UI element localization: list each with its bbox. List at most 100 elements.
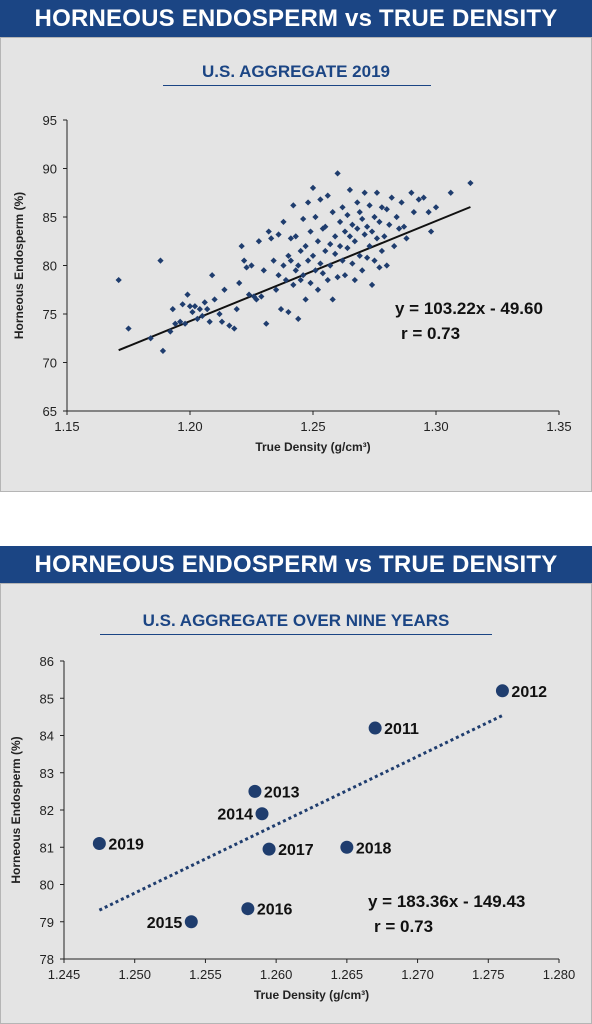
y-tick-label: 81 <box>40 840 54 855</box>
x-tick-label: 1.35 <box>546 419 571 434</box>
equation-label: y = 183.36x - 149.43 <box>368 892 525 911</box>
data-point <box>341 272 349 279</box>
data-point <box>312 267 319 274</box>
data-point <box>336 218 344 225</box>
data-point <box>295 262 302 269</box>
data-point-2011 <box>368 721 382 735</box>
data-label-2014: 2014 <box>217 807 253 824</box>
x-tick-label: 1.280 <box>543 967 576 982</box>
data-point-2019 <box>92 837 106 851</box>
trendline <box>98 714 504 912</box>
chart1-title-bar: HORNEOUS ENDOSPERM vs TRUE DENSITY <box>0 0 592 37</box>
data-point <box>277 306 285 313</box>
data-point <box>194 315 201 322</box>
y-tick-label: 80 <box>40 878 54 893</box>
data-point <box>280 262 287 269</box>
x-tick-label: 1.260 <box>260 967 293 982</box>
chart1-subtitle-underline <box>163 85 431 86</box>
r-value-label: r = 0.73 <box>374 917 433 936</box>
data-point-2018 <box>340 840 354 854</box>
chart1-subtitle: U.S. AGGREGATE 2019 <box>202 62 390 81</box>
data-point <box>334 274 341 281</box>
data-label-2015: 2015 <box>147 915 183 932</box>
data-point <box>366 242 373 250</box>
x-tick-label: 1.15 <box>54 419 79 434</box>
chart1-title: HORNEOUS ENDOSPERM vs TRUE DENSITY <box>34 4 558 32</box>
data-point <box>388 194 395 201</box>
data-point <box>285 252 292 259</box>
data-point <box>368 281 376 289</box>
y-tick-label: 79 <box>40 915 54 930</box>
data-point <box>258 293 265 300</box>
data-point <box>361 231 368 238</box>
y-tick-label: 65 <box>43 404 57 419</box>
data-point <box>270 257 277 264</box>
x-axis-label: True Density (g/cm³) <box>255 440 370 454</box>
x-tick-label: 1.245 <box>48 967 81 982</box>
data-point <box>287 257 294 264</box>
y-tick-label: 70 <box>43 356 57 371</box>
y-tick-label: 95 <box>43 113 57 128</box>
data-point-2012 <box>495 684 509 698</box>
chart2-subtitle: U.S. AGGREGATE OVER NINE YEARS <box>142 611 450 630</box>
x-axis-label: True Density (g/cm³) <box>254 988 369 1002</box>
chart2-subtitle-underline <box>100 634 492 635</box>
chart1-panel <box>0 37 592 492</box>
data-point <box>336 242 344 250</box>
data-point <box>302 296 309 303</box>
data-point <box>327 262 334 269</box>
trendline <box>118 206 471 352</box>
data-label-2012: 2012 <box>511 684 547 701</box>
data-point <box>383 262 390 269</box>
data-point <box>391 242 398 250</box>
data-point <box>253 296 260 303</box>
data-point <box>290 281 297 289</box>
y-tick-label: 82 <box>40 803 54 818</box>
data-point <box>172 320 179 327</box>
data-label-2018: 2018 <box>356 840 392 857</box>
data-point <box>356 252 363 259</box>
x-tick-label: 1.25 <box>300 419 325 434</box>
data-point <box>334 170 341 177</box>
y-tick-label: 80 <box>43 259 57 274</box>
data-label-2011: 2011 <box>384 721 419 738</box>
data-point-2014 <box>255 807 269 821</box>
data-label-2016: 2016 <box>257 902 293 919</box>
equation-label: y = 103.22x - 49.60 <box>395 299 543 318</box>
data-point <box>211 296 218 303</box>
y-tick-label: 84 <box>40 729 54 744</box>
data-point <box>282 276 290 284</box>
data-point <box>339 257 346 264</box>
y-tick-label: 86 <box>40 654 54 669</box>
chart2-title-bar: HORNEOUS ENDOSPERM vs TRUE DENSITY <box>0 546 592 583</box>
data-point <box>351 276 358 284</box>
y-tick-label: 85 <box>40 691 54 706</box>
data-point <box>317 260 324 267</box>
data-point <box>359 267 366 274</box>
data-point <box>304 257 312 264</box>
x-tick-label: 1.275 <box>472 967 505 982</box>
data-point <box>292 267 299 274</box>
data-point <box>280 218 287 225</box>
x-tick-label: 1.250 <box>118 967 151 982</box>
data-point <box>295 315 302 322</box>
y-axis-label: Horneous Endosperm (%) <box>12 192 26 339</box>
data-label-2017: 2017 <box>278 842 314 859</box>
r-value-label: r = 0.73 <box>401 324 460 343</box>
x-tick-label: 1.255 <box>189 967 222 982</box>
chart1-plot: 65 70 75 80 85 90 95 1.15 1.20 1.25 1.30 1.35 True D… <box>12 113 572 454</box>
data-point <box>329 296 336 303</box>
data-point <box>300 272 307 279</box>
data-point <box>260 267 267 274</box>
y-tick-label: 78 <box>40 952 54 967</box>
data-point <box>307 279 314 287</box>
y-tick-label: 85 <box>43 210 57 225</box>
data-point-2015 <box>184 915 198 929</box>
data-point <box>263 320 270 327</box>
y-axis-label: Horneous Endosperm (%) <box>9 736 23 883</box>
data-point <box>233 306 240 313</box>
data-point-2016 <box>241 902 255 916</box>
data-point-2017 <box>262 842 276 856</box>
data-label-2013: 2013 <box>264 784 300 801</box>
